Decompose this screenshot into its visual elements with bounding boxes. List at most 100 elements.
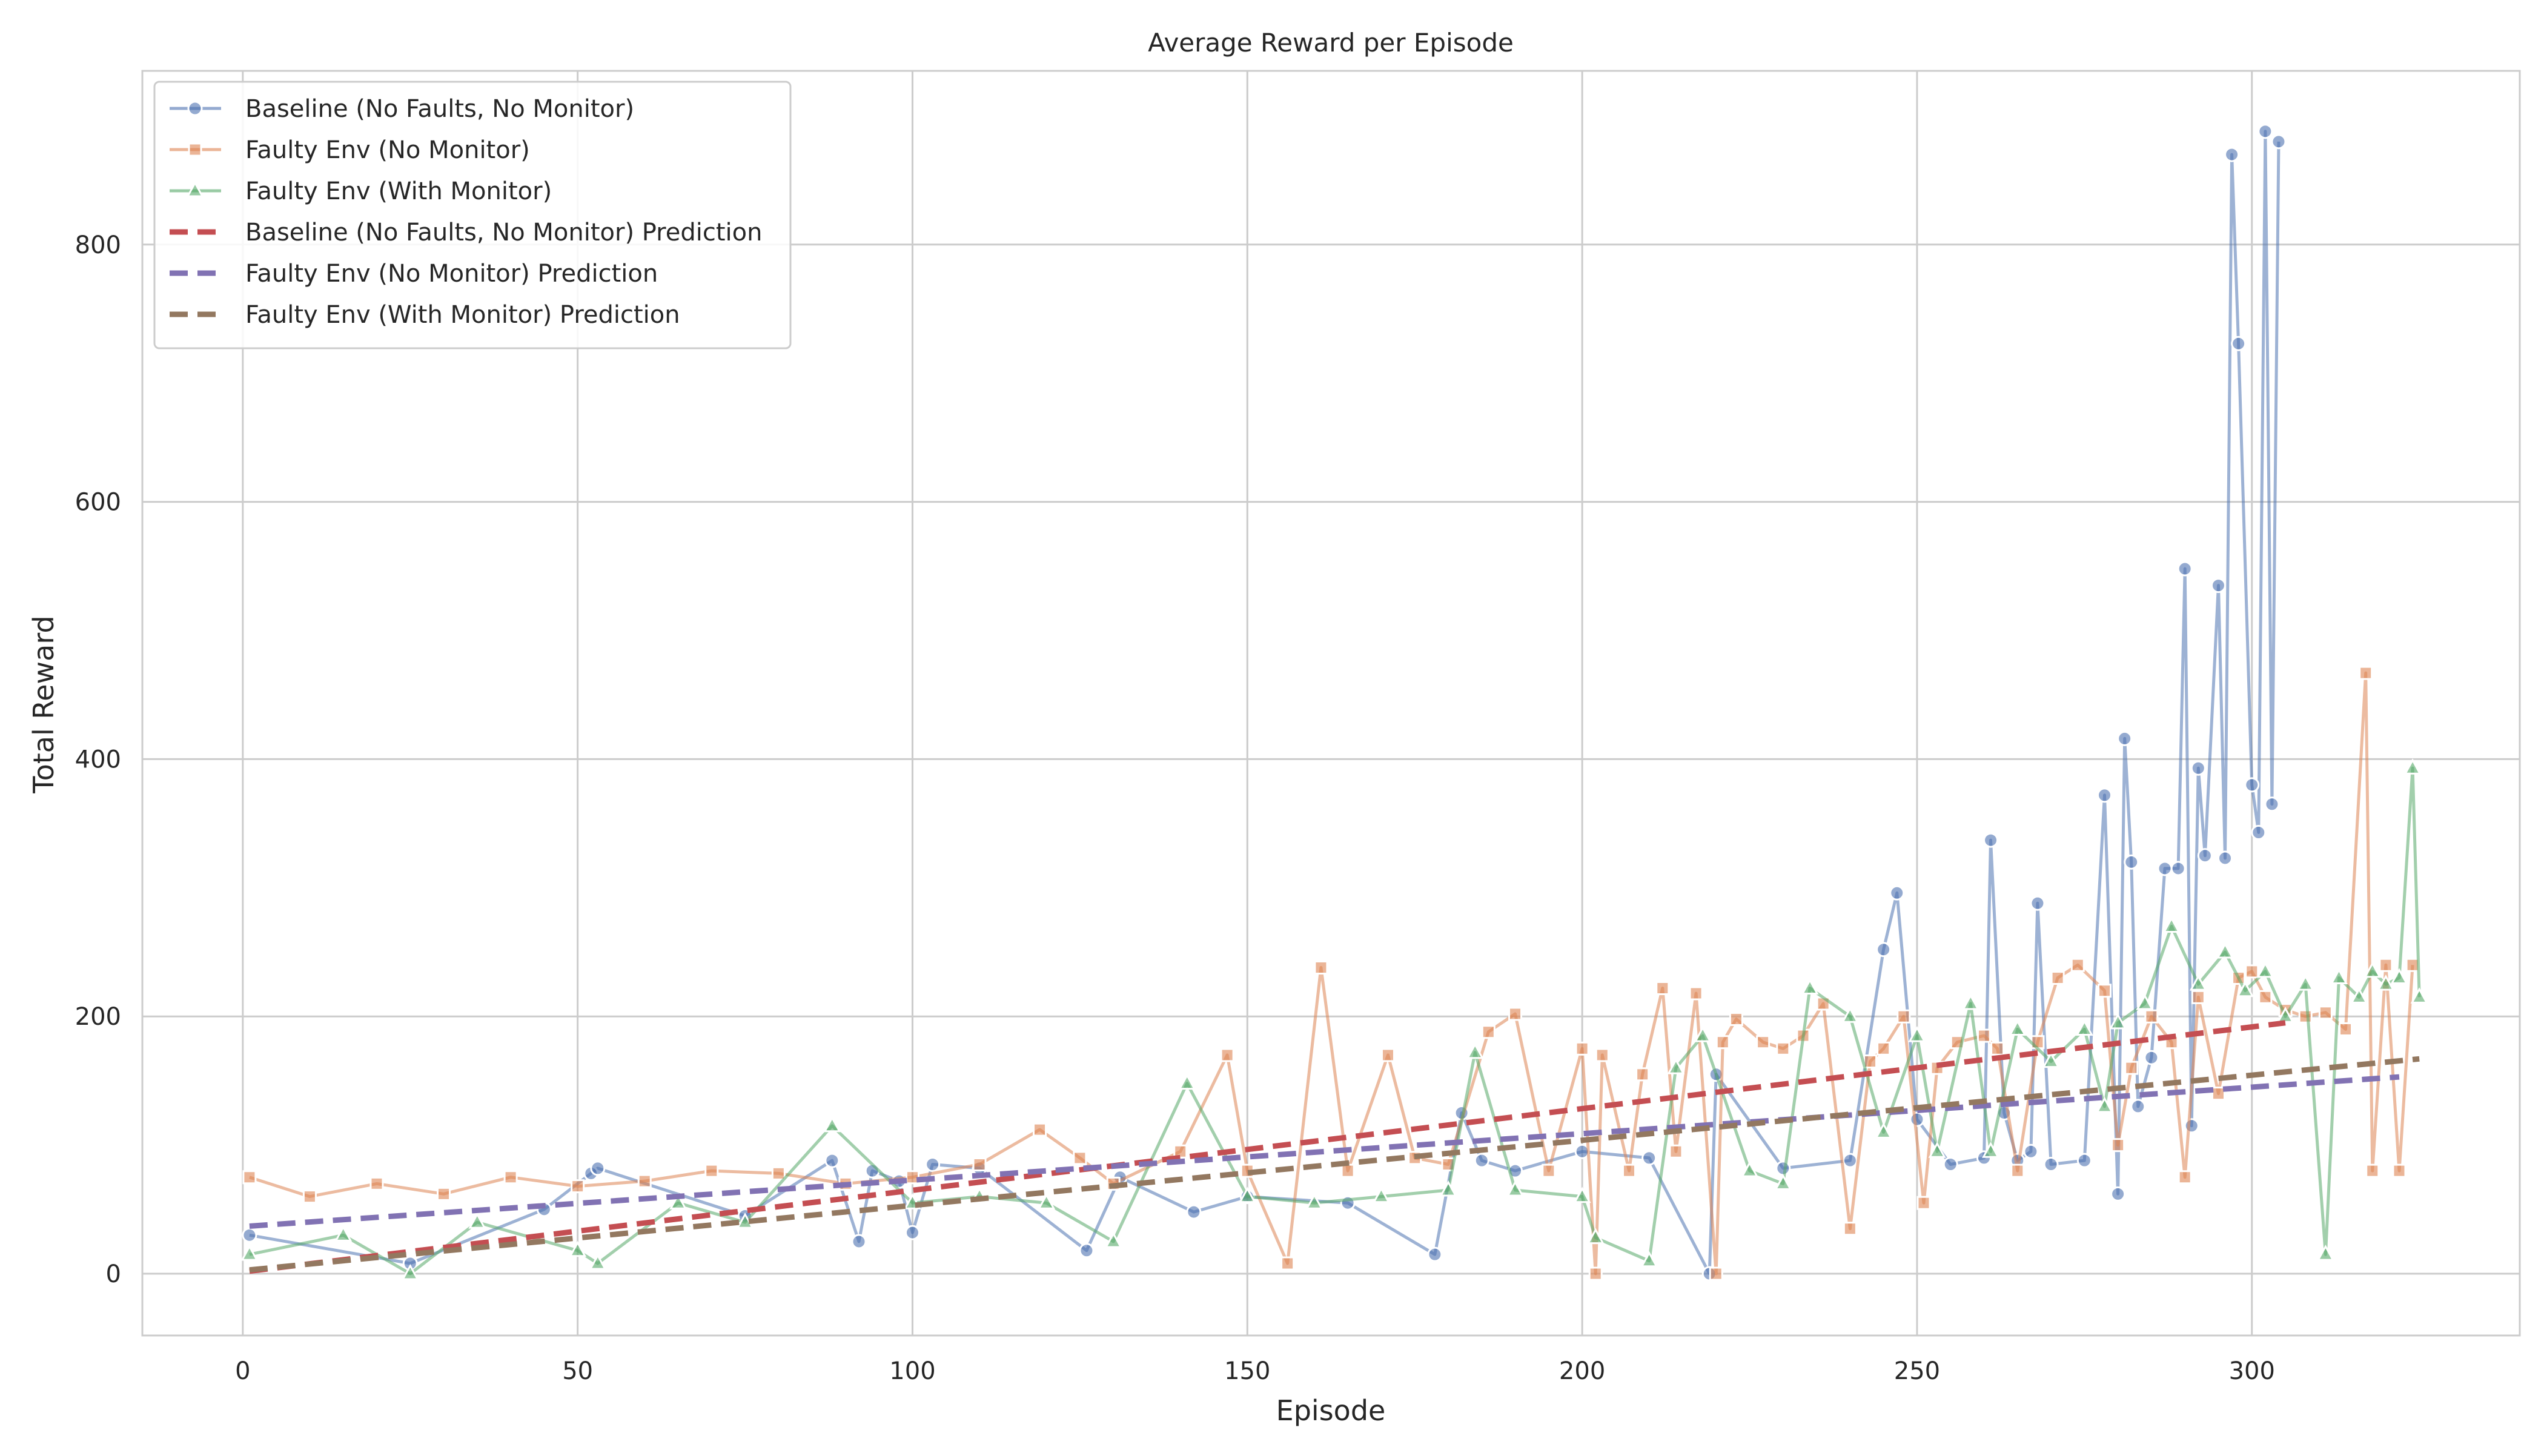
- data-point-faulty-env-no-monitor-12: [1033, 1122, 1047, 1137]
- data-point-faulty-env-no-monitor-28: [1588, 1266, 1603, 1281]
- data-point-baseline-no-faults-no-monitor-52: [2210, 578, 2226, 594]
- data-point-faulty-env-no-monitor-60: [2178, 1170, 2192, 1185]
- data-point-faulty-env-no-monitor-51: [2010, 1163, 2025, 1178]
- series-faulty-env-with-monitor: [240, 758, 2428, 1280]
- x-tick-label-0: 0: [235, 1357, 250, 1385]
- data-point-baseline-no-faults-no-monitor-10: [904, 1225, 920, 1240]
- data-point-faulty-env-with-monitor-13: [1178, 1073, 1196, 1090]
- data-point-faulty-env-no-monitor-68: [2318, 1005, 2333, 1020]
- data-point-baseline-no-faults-no-monitor-11: [925, 1156, 941, 1172]
- data-point-faulty-env-with-monitor-11: [1038, 1193, 1056, 1209]
- legend-label-faulty-env-with-monitor-prediction: Faulty Env (With Monitor) Prediction: [245, 301, 680, 329]
- legend-item-faulty-env-no-monitor-prediction: Faulty Env (No Monitor) Prediction: [170, 260, 658, 288]
- data-point-baseline-no-faults-no-monitor-55: [2231, 336, 2247, 351]
- data-point-faulty-env-no-monitor-29: [1595, 1048, 1609, 1062]
- data-point-faulty-env-no-monitor-4: [503, 1170, 518, 1185]
- data-point-faulty-env-no-monitor-39: [1776, 1041, 1790, 1056]
- data-point-faulty-env-with-monitor-5: [589, 1253, 607, 1270]
- data-point-faulty-env-no-monitor-15: [1173, 1144, 1188, 1159]
- data-point-faulty-env-no-monitor-71: [2365, 1163, 2380, 1178]
- legend-item-faulty-env-with-monitor-prediction: Faulty Env (With Monitor) Prediction: [170, 301, 680, 329]
- data-point-faulty-env-with-monitor-30: [1908, 1025, 1926, 1042]
- legend-marker-faulty-env-no-monitor: [188, 142, 202, 157]
- data-point-faulty-env-with-monitor-33: [1982, 1142, 2000, 1158]
- data-point-faulty-env-no-monitor-61: [2191, 990, 2205, 1004]
- data-point-faulty-env-with-monitor-18: [1466, 1042, 1484, 1059]
- data-point-baseline-no-faults-no-monitor-47: [2170, 861, 2186, 876]
- legend-marker-faulty-env-with-monitor: [186, 180, 204, 197]
- data-point-faulty-env-with-monitor-49: [2350, 987, 2368, 1004]
- data-point-baseline-no-faults-no-monitor-50: [2190, 760, 2206, 776]
- data-point-faulty-env-no-monitor-13: [1073, 1151, 1087, 1165]
- series-baseline-no-faults-no-monitor-prediction: [249, 1020, 2286, 1274]
- data-point-baseline-no-faults-no-monitor-15: [1186, 1204, 1202, 1220]
- data-point-faulty-env-no-monitor-31: [1635, 1067, 1650, 1082]
- data-point-faulty-env-with-monitor-39: [2136, 993, 2154, 1010]
- data-point-faulty-env-no-monitor-0: [242, 1170, 257, 1185]
- data-point-faulty-env-with-monitor-17: [1439, 1180, 1457, 1197]
- tick-labels: 0 50 100 150 200 250 300 0 200 400 600 800: [75, 231, 2275, 1385]
- prediction-line-faulty-env-no-monitor-prediction: [249, 1074, 2400, 1229]
- data-point-baseline-no-faults-no-monitor-60: [2271, 134, 2287, 150]
- data-point-faulty-env-with-monitor-25: [1740, 1160, 1759, 1177]
- data-point-baseline-no-faults-no-monitor-36: [2023, 1143, 2039, 1159]
- data-point-faulty-env-no-monitor-73: [2392, 1163, 2407, 1178]
- data-point-faulty-env-with-monitor-26: [1774, 1174, 1792, 1190]
- data-point-baseline-no-faults-no-monitor-27: [1842, 1153, 1858, 1168]
- data-point-faulty-env-no-monitor-65: [2258, 990, 2273, 1004]
- legend-label-faulty-env-no-monitor-prediction: Faulty Env (No Monitor) Prediction: [245, 260, 658, 288]
- data-point-faulty-env-with-monitor-19: [1506, 1180, 1525, 1197]
- data-point-baseline-no-faults-no-monitor-38: [2043, 1156, 2059, 1172]
- data-point-faulty-env-no-monitor-70: [2359, 666, 2373, 680]
- series-group: [240, 124, 2428, 1282]
- x-tick-label-50: 50: [562, 1357, 593, 1385]
- data-point-faulty-env-no-monitor-30: [1622, 1163, 1637, 1178]
- y-tick-label-600: 600: [75, 489, 121, 517]
- data-point-faulty-env-no-monitor-69: [2339, 1022, 2353, 1036]
- data-point-faulty-env-no-monitor-11: [972, 1157, 987, 1171]
- data-point-faulty-env-no-monitor-37: [1729, 1011, 1743, 1026]
- data-point-baseline-no-faults-no-monitor-37: [2030, 895, 2045, 911]
- data-point-faulty-env-with-monitor-28: [1841, 1007, 1859, 1023]
- data-point-baseline-no-faults-no-monitor-45: [2144, 1050, 2159, 1065]
- legend-label-faulty-env-with-monitor: Faulty Env (With Monitor): [245, 177, 552, 205]
- legend-label-baseline-no-faults-no-monitor-prediction: Baseline (No Faults, No Monitor) Predict…: [245, 219, 762, 247]
- data-point-faulty-env-no-monitor-34: [1689, 986, 1703, 1001]
- chart-title: Average Reward per Episode: [1148, 28, 1514, 58]
- data-point-faulty-env-no-monitor-19: [1314, 961, 1328, 975]
- data-point-faulty-env-with-monitor-4: [569, 1240, 587, 1257]
- data-point-faulty-env-no-monitor-45: [1896, 1009, 1911, 1024]
- data-point-faulty-env-no-monitor-50: [1990, 1041, 2005, 1056]
- data-point-baseline-no-faults-no-monitor-6: [824, 1153, 840, 1168]
- legend-item-faulty-env-no-monitor: Faulty Env (No Monitor): [170, 136, 530, 164]
- data-point-faulty-env-no-monitor-62: [2211, 1087, 2225, 1101]
- data-point-baseline-no-faults-no-monitor-42: [2117, 730, 2133, 746]
- data-point-faulty-env-no-monitor-53: [2050, 970, 2065, 985]
- data-point-faulty-env-no-monitor-35: [1709, 1266, 1723, 1281]
- data-point-faulty-env-no-monitor-55: [2098, 984, 2112, 998]
- data-point-faulty-env-with-monitor-54: [2410, 987, 2428, 1004]
- data-point-baseline-no-faults-no-monitor-39: [2076, 1153, 2092, 1168]
- prediction-line-baseline-no-faults-no-monitor-prediction: [249, 1020, 2286, 1274]
- data-point-baseline-no-faults-no-monitor-23: [1641, 1150, 1657, 1166]
- data-point-faulty-env-no-monitor-43: [1863, 1054, 1878, 1069]
- data-point-faulty-env-no-monitor-54: [2070, 958, 2085, 972]
- data-point-baseline-no-faults-no-monitor-53: [2218, 850, 2233, 866]
- data-point-baseline-no-faults-no-monitor-54: [2224, 147, 2240, 162]
- data-point-faulty-env-no-monitor-24: [1481, 1025, 1496, 1039]
- data-point-baseline-no-faults-no-monitor-18: [1427, 1246, 1443, 1262]
- data-point-faulty-env-no-monitor-58: [2144, 1009, 2159, 1024]
- data-point-faulty-env-no-monitor-44: [1877, 1041, 1891, 1056]
- data-point-faulty-env-with-monitor-42: [2216, 942, 2234, 959]
- y-tick-label-400: 400: [75, 746, 121, 773]
- data-point-faulty-env-with-monitor-32: [1961, 993, 1979, 1010]
- data-point-baseline-no-faults-no-monitor-13: [1079, 1243, 1095, 1259]
- data-point-faulty-env-with-monitor-36: [2075, 1019, 2093, 1036]
- x-axis-label: Episode: [1276, 1394, 1386, 1427]
- data-point-baseline-no-faults-no-monitor-58: [2257, 124, 2273, 139]
- data-point-faulty-env-no-monitor-1: [302, 1190, 317, 1204]
- y-axis-label: Total Reward: [27, 615, 60, 793]
- x-tick-label-300: 300: [2229, 1357, 2275, 1385]
- y-tick-label-0: 0: [106, 1260, 121, 1288]
